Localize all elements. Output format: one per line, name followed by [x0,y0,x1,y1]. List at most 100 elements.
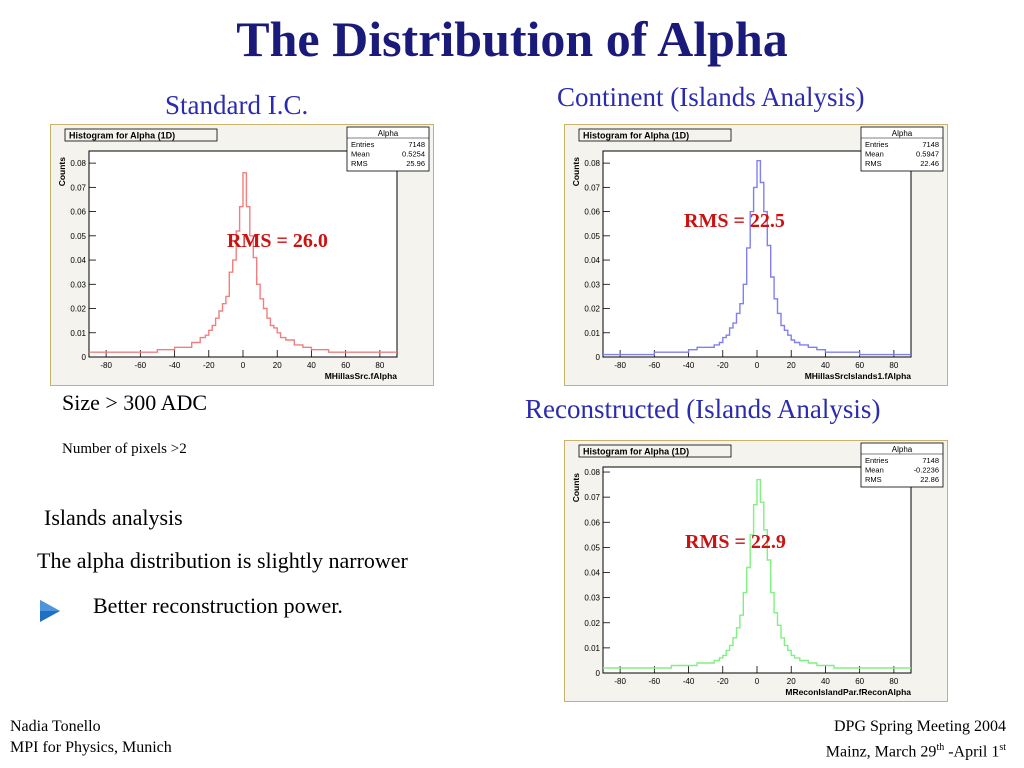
y-tick-label: 0.03 [584,594,600,603]
y-tick-label: 0.08 [584,159,600,168]
y-tick-label: 0.04 [584,256,600,265]
slide-title: The Distribution of Alpha [236,11,788,67]
x-axis-label: MReconIslandPar.fReconAlpha [785,687,911,697]
st-sup: st [999,742,1006,753]
author-name: Nadia Tonello [10,718,101,735]
x-tick-label: 20 [273,361,282,370]
bullet-text: Better reconstruction power. [93,593,343,618]
y-axis-label: Counts [57,157,67,187]
rms-annotation: RMS = 22.5 [684,210,785,232]
stats-label: Mean [865,150,884,159]
y-tick-label: 0.08 [70,159,86,168]
stats-value: 0.5254 [402,150,425,159]
y-axis-label: Counts [571,473,581,503]
size-cut-note: Size > 300 ADC [62,390,208,415]
x-tick-label: -40 [683,677,695,686]
author-institute: MPI for Physics, Munich [10,739,172,756]
histogram-line [89,172,397,353]
x-axis-label: MHillasSrc.fAlpha [325,371,398,381]
x-tick-label: -20 [717,361,729,370]
y-tick-label: 0.06 [584,518,600,527]
stats-label: Entries [865,140,889,149]
narrower-note: The alpha distribution is slightly narro… [37,548,408,573]
y-tick-label: 0.02 [584,305,600,314]
y-tick-label: 0.06 [584,208,600,217]
y-tick-label: 0.05 [70,232,86,241]
pixels-cut-note: Number of pixels >2 [62,441,187,457]
x-tick-label: 20 [787,677,796,686]
stats-box [860,126,944,172]
place-middle: -April 1 [944,743,1000,761]
y-tick-label: 0.08 [584,468,600,477]
stats-value: 22.46 [920,159,939,168]
y-tick-label: 0.05 [584,543,600,552]
histogram-reconstructed: Histogram for Alpha (1D) Alpha Entries 7148… [564,440,948,702]
stats-box [346,126,430,172]
caption-reconstructed: Reconstructed (Islands Analysis) [525,394,881,424]
x-tick-label: 40 [821,677,830,686]
x-tick-label: 60 [855,361,864,370]
x-tick-label: -40 [169,361,181,370]
stats-title: Alpha [892,129,913,138]
stats-box [860,442,944,488]
x-axis-label: MHillasSrcIslands1.fAlpha [805,371,912,381]
stats-label: Entries [865,456,889,465]
footer-author: Nadia Tonello MPI for Physics, Munich [10,716,172,758]
stats-title: Alpha [378,129,399,138]
stats-title: Alpha [892,445,913,454]
x-tick-label: 0 [241,361,246,370]
stats-label: Entries [351,140,375,149]
y-tick-label: 0.06 [70,208,86,217]
footer-meeting: DPG Spring Meeting 2004 Mainz, March 29t… [826,716,1006,762]
histogram-standard: Histogram for Alpha (1D) Alpha Entries 7148… [50,124,434,386]
x-tick-label: -20 [717,677,729,686]
x-tick-label: -40 [683,361,695,370]
y-tick-label: 0 [82,353,87,362]
y-tick-label: 0.03 [584,280,600,289]
th-sup: th [936,742,945,753]
x-tick-label: -60 [135,361,147,370]
x-tick-label: 40 [821,361,830,370]
y-tick-label: 0.07 [584,183,600,192]
y-tick-label: 0.02 [70,305,86,314]
chart-title: Histogram for Alpha (1D) [583,131,689,141]
x-tick-label: 0 [755,361,760,370]
stats-value: 0.5947 [916,150,939,159]
x-tick-label: -80 [614,361,626,370]
histogram-continent: Histogram for Alpha (1D) Alpha Entries 7148… [564,124,948,386]
y-tick-label: 0.04 [70,256,86,265]
stats-value: 25.96 [406,159,425,168]
y-tick-label: 0 [596,353,601,362]
title-box [578,444,732,458]
histogram-line [603,478,911,669]
x-tick-label: 20 [787,361,796,370]
islands-note: Islands analysis [44,505,183,530]
x-tick-label: 80 [889,677,898,686]
stats-value: 7148 [922,456,939,465]
stats-label: Mean [351,150,370,159]
y-tick-label: 0.01 [70,329,86,338]
y-tick-label: 0.04 [584,569,600,578]
stats-label: RMS [865,159,882,168]
x-tick-label: -60 [649,361,661,370]
x-tick-label: 40 [307,361,316,370]
y-tick-label: 0.01 [584,329,600,338]
y-tick-label: 0 [596,669,601,678]
x-tick-label: 80 [889,361,898,370]
y-tick-label: 0.03 [70,280,86,289]
stats-value: 7148 [408,140,425,149]
stats-label: RMS [351,159,368,168]
caption-standard: Standard I.C. [165,90,309,120]
y-tick-label: 0.02 [584,619,600,628]
y-tick-label: 0.05 [584,232,600,241]
x-tick-label: 60 [341,361,350,370]
stats-value: -0.2236 [914,466,939,475]
y-tick-label: 0.07 [584,493,600,502]
stats-label: Mean [865,466,884,475]
y-axis-label: Counts [571,157,581,187]
place-prefix: Mainz, March 29 [825,743,937,761]
meeting-place: Mainz, March 29th -April 1st [826,737,1006,762]
y-tick-label: 0.01 [584,644,600,653]
